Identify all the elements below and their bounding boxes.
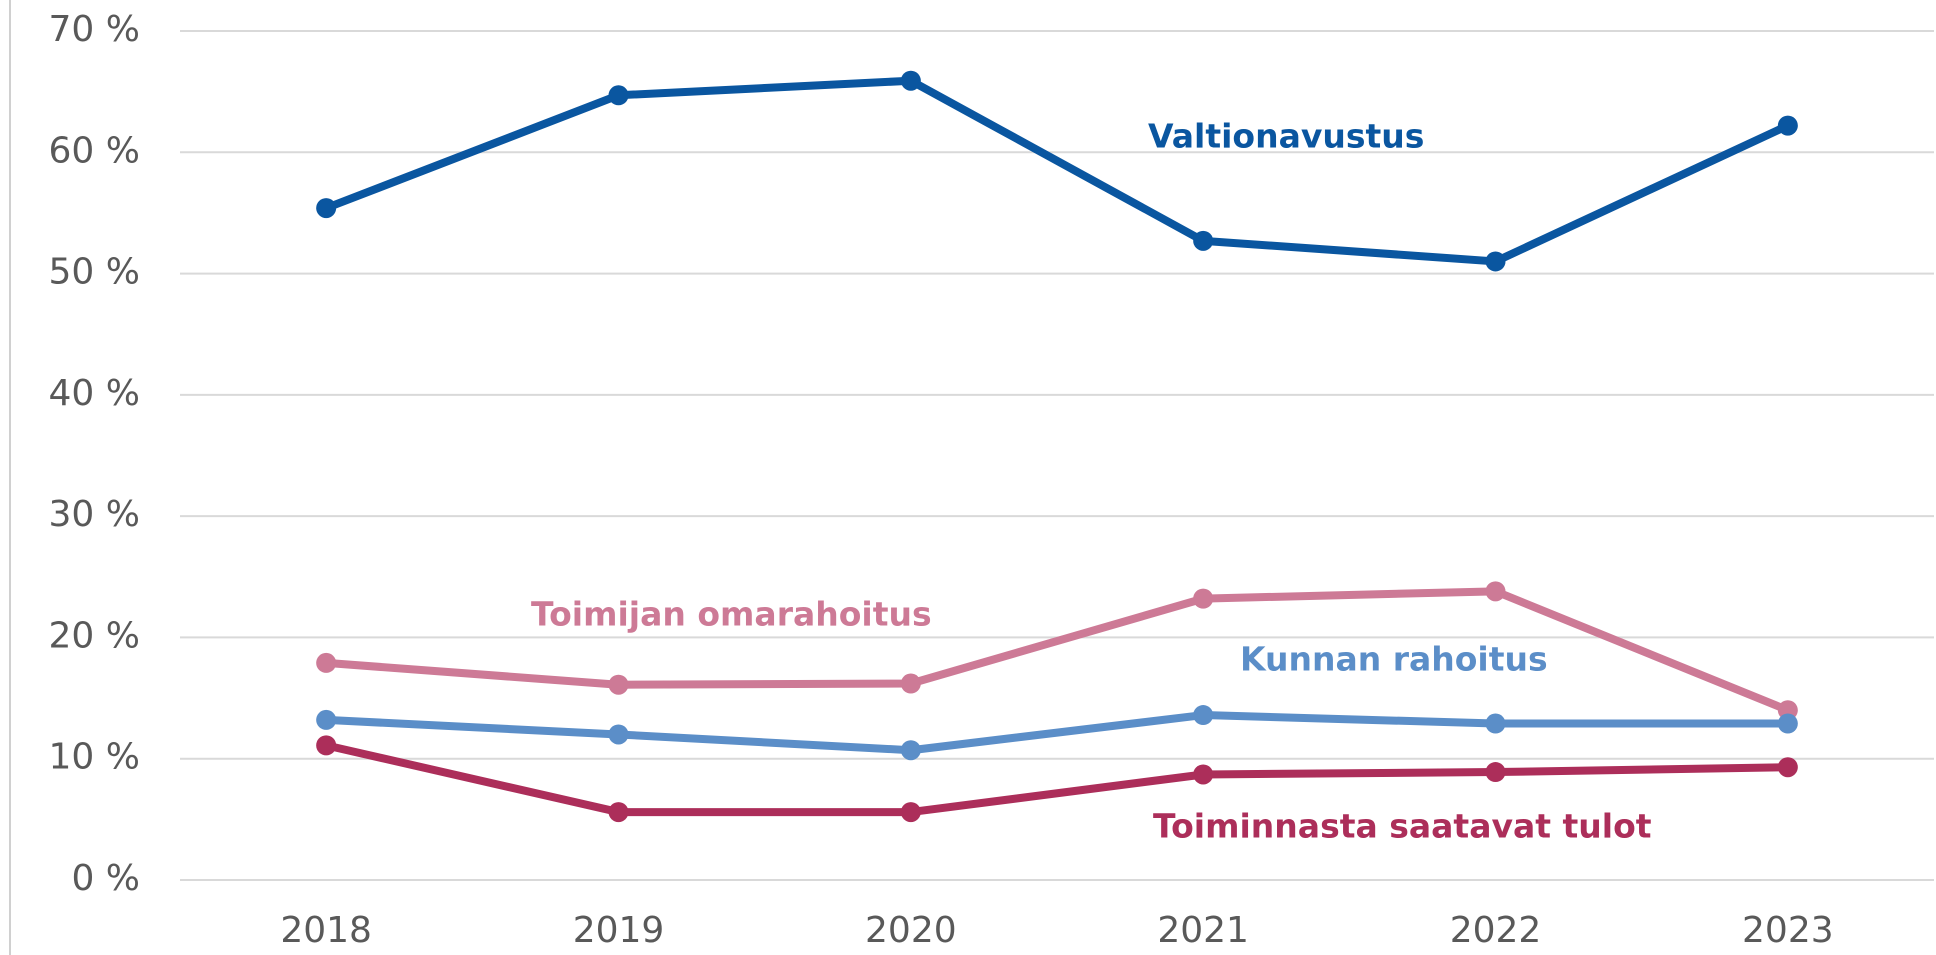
point (1485, 251, 1506, 272)
point (608, 724, 629, 745)
point (900, 673, 921, 694)
point (316, 652, 337, 673)
point (1777, 713, 1798, 734)
y-tick-label: 0 % (71, 858, 140, 899)
point (1193, 705, 1214, 726)
point (316, 735, 337, 756)
series-line (325, 587, 1790, 714)
y-tick-label: 10 % (49, 737, 140, 778)
y-tick-label: 60 % (49, 130, 140, 171)
point (1485, 713, 1506, 734)
point (316, 198, 337, 219)
x-tick-label: 2021 (1157, 910, 1249, 951)
x-tick-label: 2020 (865, 910, 957, 951)
y-tick-label: 50 % (49, 252, 140, 293)
x-tick-label: 2019 (573, 910, 665, 951)
y-tick-label: 40 % (49, 373, 140, 414)
series-label: Toiminnasta saatavat tulot (1153, 807, 1652, 846)
x-tick-label: 2023 (1742, 910, 1834, 951)
point (316, 709, 337, 730)
point (1485, 581, 1506, 602)
point (1485, 762, 1506, 783)
point (900, 740, 921, 761)
y-tick-label: 30 % (49, 494, 140, 535)
point (608, 802, 629, 823)
series-line (325, 711, 1788, 755)
point (1193, 230, 1214, 251)
point (1777, 757, 1798, 778)
series-label: Valtionavustus (1148, 117, 1424, 156)
point (608, 85, 629, 106)
point (1193, 588, 1214, 609)
point (1777, 115, 1798, 136)
x-tick-label: 2018 (280, 910, 372, 951)
y-tick-label: 70 % (49, 9, 140, 50)
series-label: Toimijan omarahoitus (531, 595, 932, 634)
series-line (325, 741, 1788, 817)
x-tick-label: 2022 (1450, 910, 1542, 951)
series-label: Kunnan rahoitus (1240, 640, 1548, 679)
series-line (324, 76, 1790, 266)
point (1193, 764, 1214, 785)
point (900, 70, 921, 91)
y-tick-label: 20 % (49, 615, 140, 656)
point (608, 674, 629, 695)
point (900, 802, 921, 823)
